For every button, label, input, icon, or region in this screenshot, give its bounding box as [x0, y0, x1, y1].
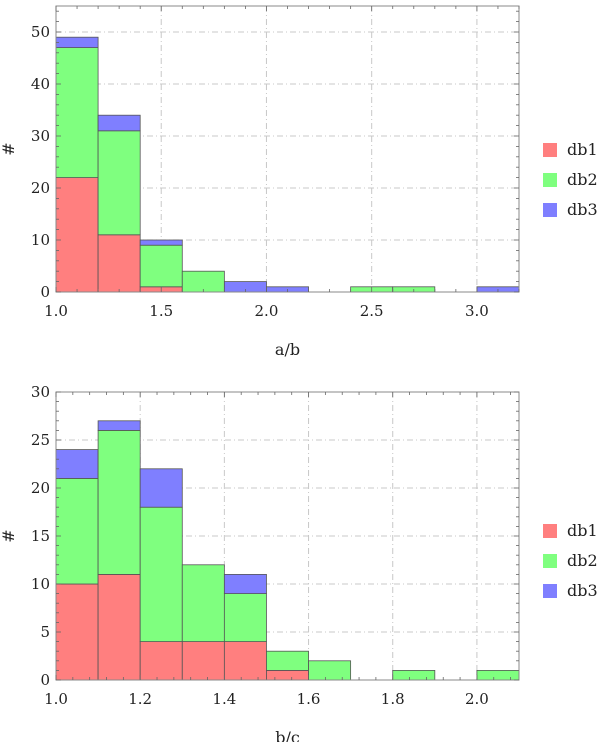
chart2-db3-bar [139, 468, 183, 508]
chart2-x-axis-label: b/c [275, 728, 300, 742]
chart2-x-tick-label: 1.0 [44, 690, 68, 708]
chart2-db3-bar [223, 574, 267, 595]
chart1-y-tick-label: 0 [40, 283, 50, 301]
chart1-db3-bar [97, 114, 141, 132]
chart2-db1-bar [223, 641, 267, 681]
chart2-db1-bar [55, 583, 99, 681]
chart2-db1-bar [266, 670, 309, 681]
chart1-legend-swatch-db1 [543, 143, 557, 157]
chart2-legend-label-db1: db1 [567, 521, 598, 540]
chart2-y-tick-label: 5 [40, 623, 50, 641]
chart2-legend-label-db3: db3 [567, 581, 598, 600]
chart1-legend-label-db2: db2 [567, 170, 598, 189]
chart2-db2-bar [476, 670, 520, 681]
chart1-x-tick-label: 3.0 [465, 302, 489, 320]
chart2-x-tick-label: 1.8 [381, 690, 405, 708]
chart1-y-tick-label: 50 [31, 23, 50, 41]
chart1-x-tick-label: 2.0 [255, 302, 279, 320]
chart1-y-tick-label: 40 [31, 75, 50, 93]
chart1-legend-swatch-db3 [543, 203, 557, 217]
chart2-db3-bar [55, 449, 99, 479]
chart2-y-tick-label: 10 [31, 575, 50, 593]
chart1-db2-bar [139, 244, 183, 288]
chart2-legend-swatch-db2 [543, 554, 557, 568]
chart1-db2-bar [97, 130, 141, 236]
chart2-y-tick-label: 25 [31, 431, 50, 449]
chart2-db1-bar [181, 641, 225, 681]
chart1-db3-bar [139, 239, 183, 246]
histogram-b-over-c: 1.0 1.2 1.4 1.6 1.8 2.0 0 5 10 15 20 25 30 b/c # db1 db2… [0, 383, 598, 742]
chart2-y-tick-label: 20 [31, 479, 50, 497]
chart1-db1-bar [97, 234, 141, 293]
chart2-legend-label-db2: db2 [567, 551, 598, 570]
chart1-db3-bar [55, 36, 99, 49]
chart2-db2-bar [392, 670, 436, 681]
chart1-x-tick-label: 1.0 [44, 302, 68, 320]
chart1-y-tick-label: 10 [31, 231, 50, 249]
chart2-legend-swatch-db3 [543, 584, 557, 598]
chart1-x-tick-label: 2.5 [360, 302, 384, 320]
chart2-db2-bar [308, 660, 352, 681]
chart2-y-tick-label: 30 [31, 383, 50, 401]
chart2-x-tick-label: 2.0 [465, 690, 489, 708]
chart2-x-tick-label: 1.2 [128, 690, 152, 708]
chart2-db2-bar [139, 506, 183, 643]
chart1-legend-label-db1: db1 [567, 140, 598, 159]
chart2-db2-bar [266, 650, 309, 671]
chart2-x-tick-label: 1.6 [297, 690, 321, 708]
chart2-y-tick-label: 15 [31, 527, 50, 545]
chart2-db1-bar [97, 574, 141, 681]
histogram-a-over-b: 1.0 1.5 2.0 2.5 3.0 0 10 20 30 40 50 a/b # db1 db2 db3 [0, 5, 598, 359]
chart2-x-tick-label: 1.4 [212, 690, 236, 708]
chart2-db2-bar [223, 593, 267, 642]
chart1-db2-bar [181, 270, 225, 293]
chart2-db2-bar [55, 477, 99, 585]
chart1-y-axis-label: # [0, 142, 18, 155]
chart2-db1-bar [139, 641, 183, 681]
chart2-db2-bar [97, 429, 141, 575]
chart2-y-tick-label: 0 [40, 671, 50, 689]
chart1-x-axis-label: a/b [275, 340, 300, 359]
chart1-legend-swatch-db2 [543, 173, 557, 187]
chart1-x-tick-label: 1.5 [149, 302, 173, 320]
chart1-y-tick-label: 20 [31, 179, 50, 197]
chart1-legend-label-db3: db3 [567, 200, 598, 219]
chart1-db1-bar [55, 177, 99, 293]
chart1-y-tick-label: 30 [31, 127, 50, 145]
chart2-y-axis-label: # [0, 529, 18, 542]
chart1-db2-bar [55, 47, 99, 178]
chart2-db3-bar [97, 420, 141, 431]
chart2-legend-swatch-db1 [543, 524, 557, 538]
chart2-db2-bar [181, 564, 225, 642]
